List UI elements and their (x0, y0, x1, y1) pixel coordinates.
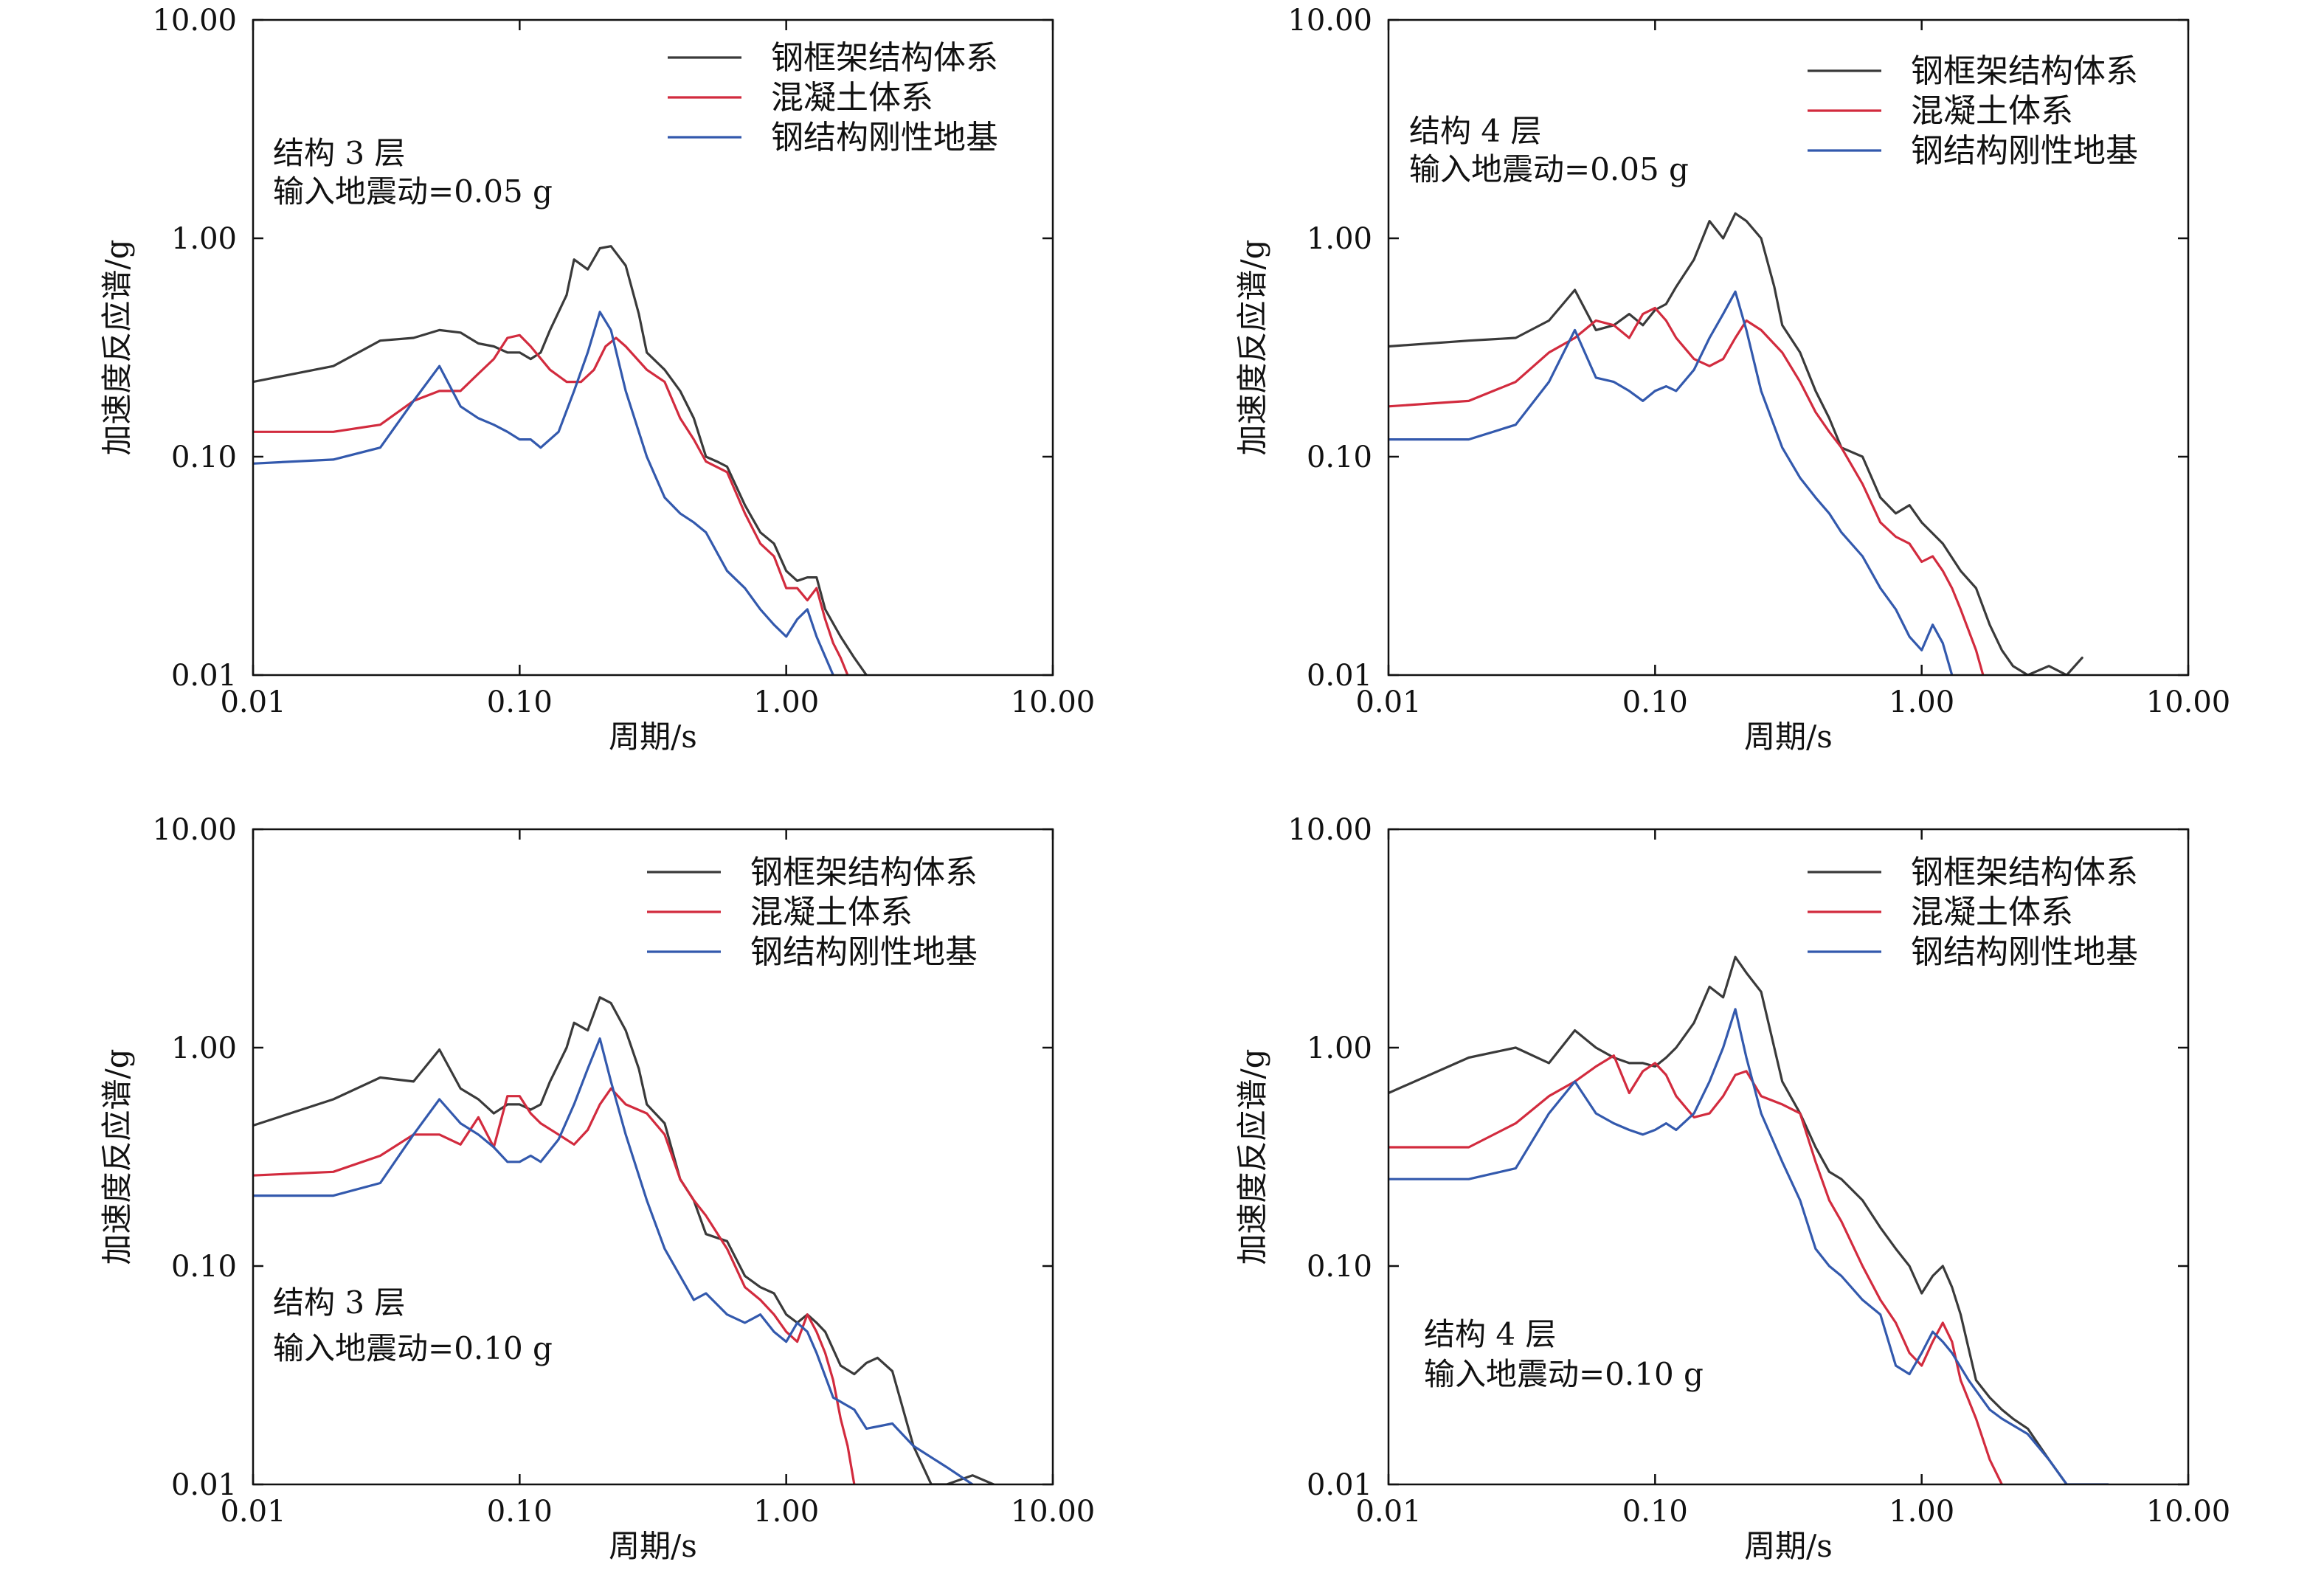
panel-annotation: 输入地震动=0.10 g (1424, 1356, 1704, 1392)
series-line-red (253, 1087, 856, 1484)
legend-label: 钢结构刚性地基 (771, 119, 998, 156)
legend-label: 混凝土体系 (750, 893, 913, 931)
legend-label: 钢框架结构体系 (750, 854, 978, 891)
y-tick-label: 10.00 (152, 4, 237, 38)
y-axis-title: 加速度反应谱/g (99, 1048, 135, 1265)
y-tick-label: 10.00 (1287, 813, 1372, 847)
y-tick-label: 0.01 (1307, 1468, 1372, 1502)
y-tick-label: 0.01 (1307, 659, 1372, 693)
x-axis-title: 周期/s (609, 719, 697, 755)
y-tick-label: 1.00 (1307, 222, 1372, 256)
x-tick-label: 1.00 (753, 1495, 819, 1529)
legend-label: 钢框架结构体系 (1911, 854, 2138, 891)
x-tick-label: 1.00 (753, 685, 819, 719)
legend-label: 钢结构刚性地基 (1911, 933, 2138, 971)
x-axis-title: 周期/s (1744, 1528, 1833, 1564)
series-line-blue (253, 311, 834, 675)
plot-frame (1387, 18, 2190, 677)
y-tick-label: 0.10 (171, 440, 237, 474)
series-line-red (1388, 1054, 2003, 1484)
plot-frame (252, 18, 1054, 677)
y-axis-title: 加速度反应谱/g (99, 239, 135, 455)
x-tick-label: 1.00 (1889, 1495, 1954, 1529)
panel-annotation: 结构 4 层 (1424, 1316, 1556, 1352)
plot-frame (252, 828, 1054, 1486)
series-line-red (1388, 306, 1985, 675)
x-tick-label: 0.01 (220, 685, 286, 719)
series-line-red (253, 333, 849, 675)
y-tick-label: 1.00 (171, 222, 237, 256)
x-tick-label: 0.01 (1355, 685, 1421, 719)
legend-label: 混凝土体系 (1911, 893, 2073, 931)
y-tick-label: 0.10 (1307, 1250, 1372, 1284)
x-tick-label: 1.00 (1889, 685, 1954, 719)
legend-label: 钢结构刚性地基 (750, 933, 978, 971)
y-tick-label: 10.00 (152, 813, 237, 847)
panel-annotation: 结构 3 层 (273, 135, 405, 171)
x-tick-label: 10.00 (2146, 685, 2231, 719)
legend-label: 混凝土体系 (771, 79, 933, 117)
series-line-blue (253, 1037, 974, 1484)
series-line-blue (1388, 290, 1954, 675)
chart-panel-4: 0.010.01 0.10 0.10 1.00 1.00 10.00 10.00 周期/s 加速… (1234, 813, 2230, 1564)
series-line-black (1388, 212, 2083, 675)
y-tick-label: 1.00 (171, 1031, 237, 1065)
panel-annotation: 结构 4 层 (1409, 113, 1541, 149)
series-line-black (253, 245, 868, 675)
chart-panel-3: 0.010.01 0.10 0.10 1.00 1.00 10.00 10.00 周期/s 加速… (99, 813, 1095, 1564)
series-line-black (1388, 955, 2068, 1484)
panel-annotation: 输入地震动=0.05 g (1409, 151, 1689, 187)
y-tick-label: 0.10 (1307, 440, 1372, 474)
x-tick-label: 10.00 (1011, 1495, 1096, 1529)
series-line-black (253, 996, 995, 1484)
y-tick-label: 0.01 (171, 659, 237, 693)
chart-panel-2: 0.010.01 0.10 0.10 1.00 1.00 10.00 10.00 周期/s 加速… (1234, 4, 2230, 755)
panel-annotation: 输入地震动=0.05 g (273, 173, 553, 210)
x-tick-label: 0.01 (1355, 1495, 1421, 1529)
x-tick-label: 0.10 (1622, 1495, 1688, 1529)
x-tick-label: 0.10 (487, 1495, 553, 1529)
panel-annotation: 结构 3 层 (273, 1284, 405, 1321)
x-tick-label: 0.10 (487, 685, 553, 719)
chart-panel-1: 0.010.01 0.10 0.10 1.00 1.00 10.00 10.00 周期/s 加速… (99, 4, 1095, 755)
x-axis-title: 周期/s (609, 1528, 697, 1564)
y-tick-label: 0.01 (171, 1468, 237, 1502)
panel-annotation: 输入地震动=0.10 g (273, 1330, 553, 1366)
y-tick-label: 10.00 (1287, 4, 1372, 38)
legend-label: 混凝土体系 (1911, 92, 2073, 130)
y-tick-label: 1.00 (1307, 1031, 1372, 1065)
series-line-blue (1388, 1008, 2109, 1484)
y-tick-label: 0.10 (171, 1250, 237, 1284)
x-tick-label: 10.00 (1011, 685, 1096, 719)
y-axis-title: 加速度反应谱/g (1234, 1048, 1270, 1265)
x-tick-label: 10.00 (2146, 1495, 2231, 1529)
legend-label: 钢框架结构体系 (1911, 52, 2138, 90)
x-tick-label: 0.10 (1622, 685, 1688, 719)
y-axis-title: 加速度反应谱/g (1234, 239, 1270, 455)
x-tick-label: 0.01 (220, 1495, 286, 1529)
legend-label: 钢框架结构体系 (771, 39, 998, 77)
x-axis-title: 周期/s (1744, 719, 1833, 755)
legend-label: 钢结构刚性地基 (1911, 132, 2138, 170)
plot-frame (1387, 828, 2190, 1486)
